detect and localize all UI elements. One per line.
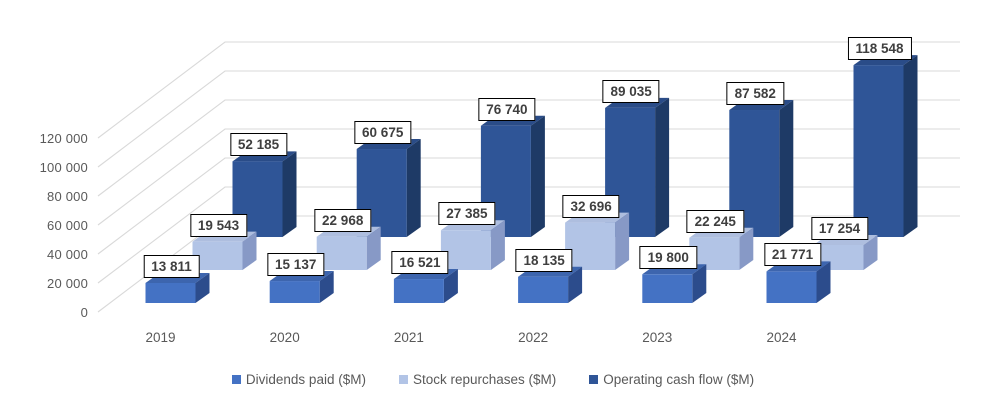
- bar: [518, 276, 569, 303]
- bar: [192, 241, 243, 270]
- bar-side-face: [282, 151, 297, 237]
- bar-side-face: [615, 212, 630, 270]
- bar: [269, 281, 320, 303]
- data-label: 17 254: [810, 216, 869, 240]
- y-tick-label: 120 000: [39, 131, 88, 146]
- data-label: 19 800: [639, 246, 697, 270]
- y-tick-label: 40 000: [47, 247, 88, 262]
- data-label: 21 771: [763, 243, 822, 267]
- x-tick-label: 2021: [393, 330, 424, 345]
- bar-side-face: [692, 264, 707, 303]
- legend-label: Dividends paid ($M): [245, 372, 366, 387]
- legend-swatch-icon: [398, 375, 408, 384]
- chart-legend: Dividends paid ($M) Stock repurchases ($M…: [0, 372, 986, 387]
- data-label: 22 968: [314, 208, 372, 232]
- data-label: 19 543: [189, 213, 248, 237]
- data-label: 87 582: [726, 82, 784, 105]
- bar: [853, 65, 904, 237]
- bar-side-face: [406, 139, 421, 237]
- bar: [440, 230, 491, 270]
- x-tick-label: 2024: [766, 330, 797, 345]
- bar: [316, 236, 367, 270]
- bar-side-face: [863, 234, 878, 270]
- data-label: 89 035: [602, 79, 660, 103]
- data-label: 16 521: [391, 251, 449, 275]
- data-label: 32 696: [562, 194, 620, 218]
- gridline: [97, 157, 960, 255]
- data-label: 13 811: [143, 254, 200, 278]
- legend-label: Operating cash flow ($M): [603, 372, 755, 387]
- legend-label: Stock repurchases ($M): [412, 372, 557, 387]
- gridline: [97, 41, 960, 139]
- gridline: [97, 99, 960, 197]
- bar-side-face: [242, 231, 257, 270]
- bar: [766, 271, 817, 303]
- legend-swatch-icon: [231, 375, 241, 384]
- bar-side-face: [443, 269, 458, 303]
- bar-side-face: [816, 261, 831, 303]
- bar-side-face: [366, 226, 381, 270]
- bar: [145, 282, 196, 303]
- gridline: [97, 128, 960, 226]
- data-label: 15 137: [267, 253, 325, 277]
- y-tick-label: 0: [80, 305, 88, 320]
- legend-item: Operating cash flow ($M): [589, 372, 754, 387]
- legend-swatch-icon: [589, 375, 599, 384]
- bar-side-face: [739, 227, 754, 270]
- y-tick-label: 100 000: [39, 160, 88, 175]
- data-label: 27 385: [438, 202, 496, 226]
- bar-side-face: [319, 271, 334, 303]
- y-tick-label: 60 000: [47, 218, 88, 233]
- bar-side-face: [568, 266, 583, 303]
- data-label: 76 740: [478, 97, 536, 121]
- bar-side-face: [195, 272, 210, 303]
- x-tick-label: 2023: [642, 330, 673, 345]
- data-label: 52 185: [229, 133, 288, 157]
- data-label: 18 135: [515, 248, 573, 272]
- y-tick-label: 80 000: [47, 189, 88, 204]
- x-tick-label: 2019: [145, 330, 176, 345]
- bar-side-face: [530, 115, 545, 237]
- legend-item: Stock repurchases ($M): [398, 372, 557, 387]
- gridline: [97, 186, 960, 284]
- bar-side-face: [655, 97, 670, 237]
- data-label: 118 548: [847, 37, 912, 61]
- y-tick-label: 20 000: [47, 276, 88, 291]
- data-label: 60 675: [354, 121, 412, 145]
- bar-side-face: [903, 55, 918, 237]
- gridline: [97, 70, 960, 168]
- bar-side-face: [779, 100, 794, 237]
- data-label: 22 245: [686, 209, 744, 233]
- bar: [565, 222, 616, 270]
- x-tick-label: 2022: [518, 330, 549, 345]
- x-tick-label: 2020: [269, 330, 300, 345]
- bar-side-face: [490, 220, 505, 270]
- legend-item: Dividends paid ($M): [231, 372, 366, 387]
- bar: [393, 279, 444, 303]
- bar: [642, 274, 693, 303]
